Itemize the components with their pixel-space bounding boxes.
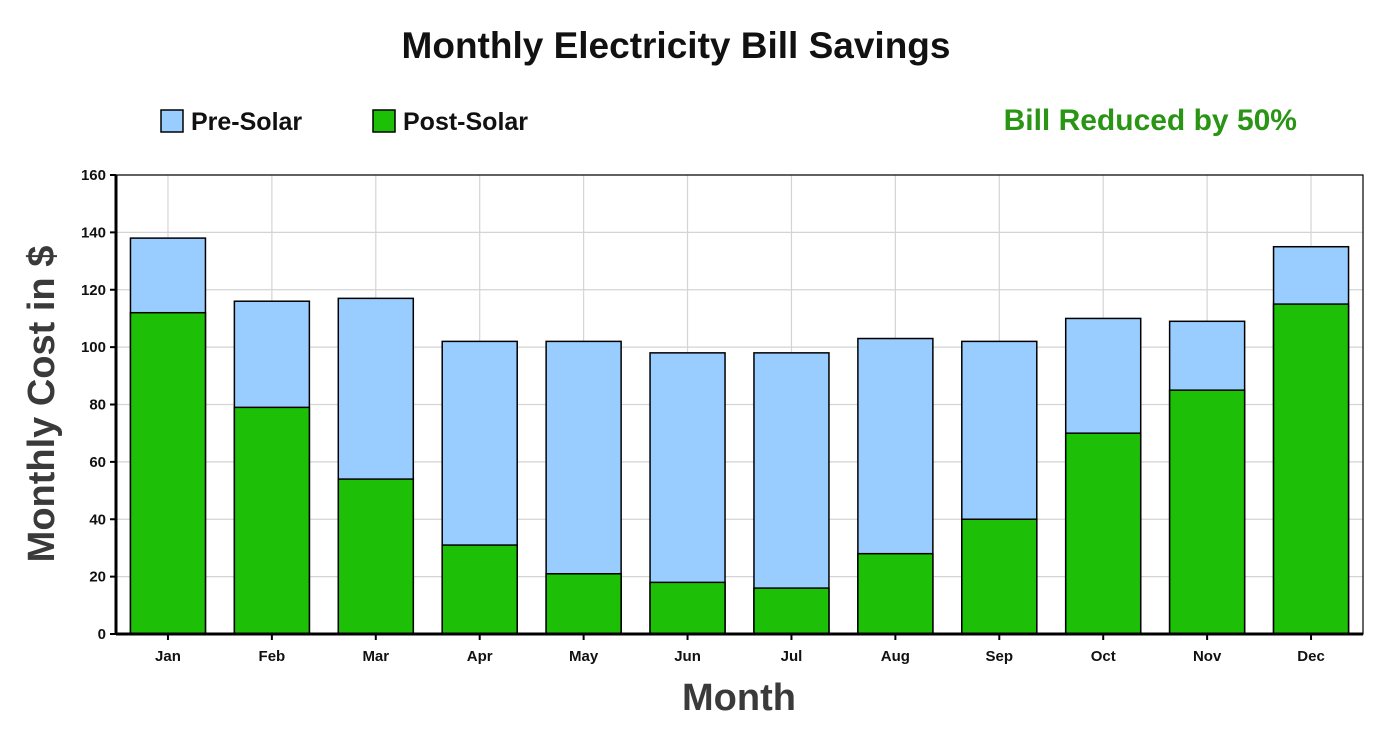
bar-post-solar-apr — [441, 544, 518, 635]
y-axis-ticks: 0 20 40 60 80 100 120 140 160 — [81, 167, 116, 643]
bars — [129, 237, 1350, 635]
x-tick-label-nov: Nov — [1193, 648, 1222, 665]
x-tick-label-sep: Sep — [986, 648, 1014, 665]
y-tick-label: 160 — [81, 167, 106, 184]
x-axis-title: Month — [682, 677, 796, 719]
y-tick-label: 120 — [81, 282, 106, 299]
x-tick-label-feb: Feb — [259, 648, 286, 665]
x-tick-label-aug: Aug — [881, 648, 910, 665]
y-tick-label: 80 — [89, 397, 106, 414]
y-tick-label: 60 — [89, 454, 106, 471]
legend-swatch-pre-solar — [160, 109, 184, 133]
y-tick-label: 0 — [98, 626, 106, 643]
bar-post-solar-nov — [1168, 389, 1246, 635]
y-tick-label: 100 — [81, 339, 106, 356]
x-tick-label-may: May — [569, 648, 599, 665]
bar-post-solar-aug — [857, 552, 934, 635]
chart-title: Monthly Electricity Bill Savings — [402, 25, 951, 66]
bar-post-solar-feb — [233, 406, 311, 635]
bar-post-solar-mar — [337, 478, 415, 635]
legend-label-post-solar: Post-Solar — [403, 108, 528, 136]
legend-swatch-post-solar — [372, 109, 396, 133]
bar-post-solar-dec — [1272, 303, 1350, 635]
y-tick-label: 40 — [89, 511, 106, 528]
y-axis-title: Monthly Cost in $ — [21, 246, 63, 563]
x-tick-label-jun: Jun — [674, 648, 701, 665]
bar-post-solar-jul — [753, 587, 830, 635]
y-tick-label: 140 — [81, 224, 106, 241]
bar-pre-solar-jul — [753, 352, 830, 635]
savings-annotation: Bill Reduced by 50% — [1004, 104, 1297, 137]
bar-post-solar-oct — [1064, 432, 1142, 635]
x-axis-ticks: Jan Feb Mar Apr May Jun Jul Aug Sep Oct Nov Dec — [155, 634, 1325, 665]
bar-post-solar-jan — [129, 311, 207, 635]
bar-post-solar-jun — [649, 581, 726, 635]
x-tick-label-jul: Jul — [781, 648, 803, 665]
x-tick-label-dec: Dec — [1297, 648, 1325, 665]
x-tick-label-mar: Mar — [362, 648, 389, 665]
x-tick-label-oct: Oct — [1091, 648, 1116, 665]
legend-label-pre-solar: Pre-Solar — [191, 108, 302, 136]
legend: Pre-Solar Post-Solar — [160, 108, 528, 136]
x-tick-label-jan: Jan — [155, 648, 181, 665]
y-tick-label: 20 — [89, 569, 106, 586]
bar-post-solar-may — [545, 573, 622, 635]
bar-post-solar-sep — [961, 518, 1038, 635]
x-tick-label-apr: Apr — [467, 648, 493, 665]
